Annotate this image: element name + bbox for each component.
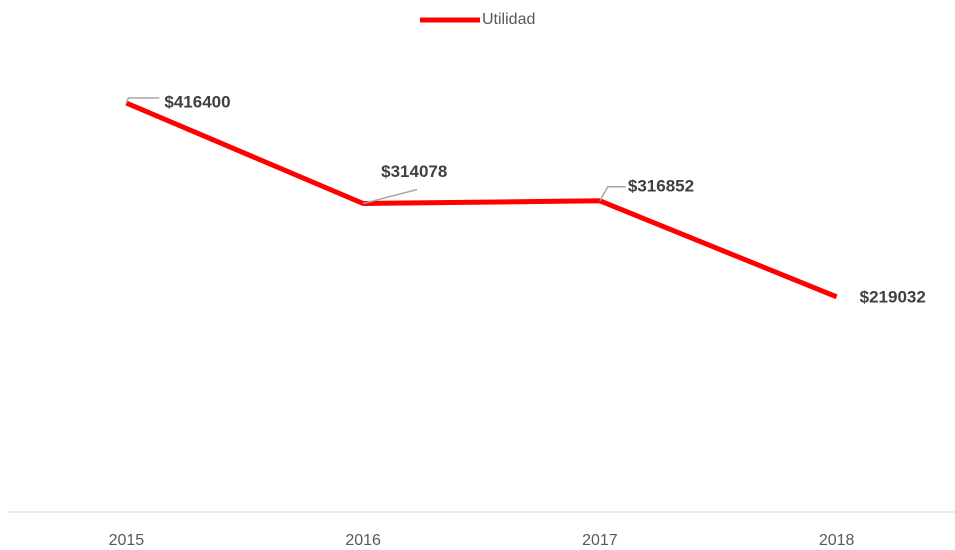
data-label: $314078 [381,162,447,181]
data-line [125,100,838,300]
leader-line [599,186,626,202]
legend-label: Utilidad [482,11,535,28]
x-tick-label: 2017 [582,532,618,549]
data-label: $316852 [628,176,694,195]
x-tick-label: 2016 [345,532,381,549]
leader-line [125,97,160,104]
x-tick-label: 2015 [109,532,145,549]
x-tick-label: 2018 [819,532,855,549]
data-label: $219032 [860,287,926,306]
leader-line [362,188,418,205]
data-label: $416400 [164,92,230,111]
